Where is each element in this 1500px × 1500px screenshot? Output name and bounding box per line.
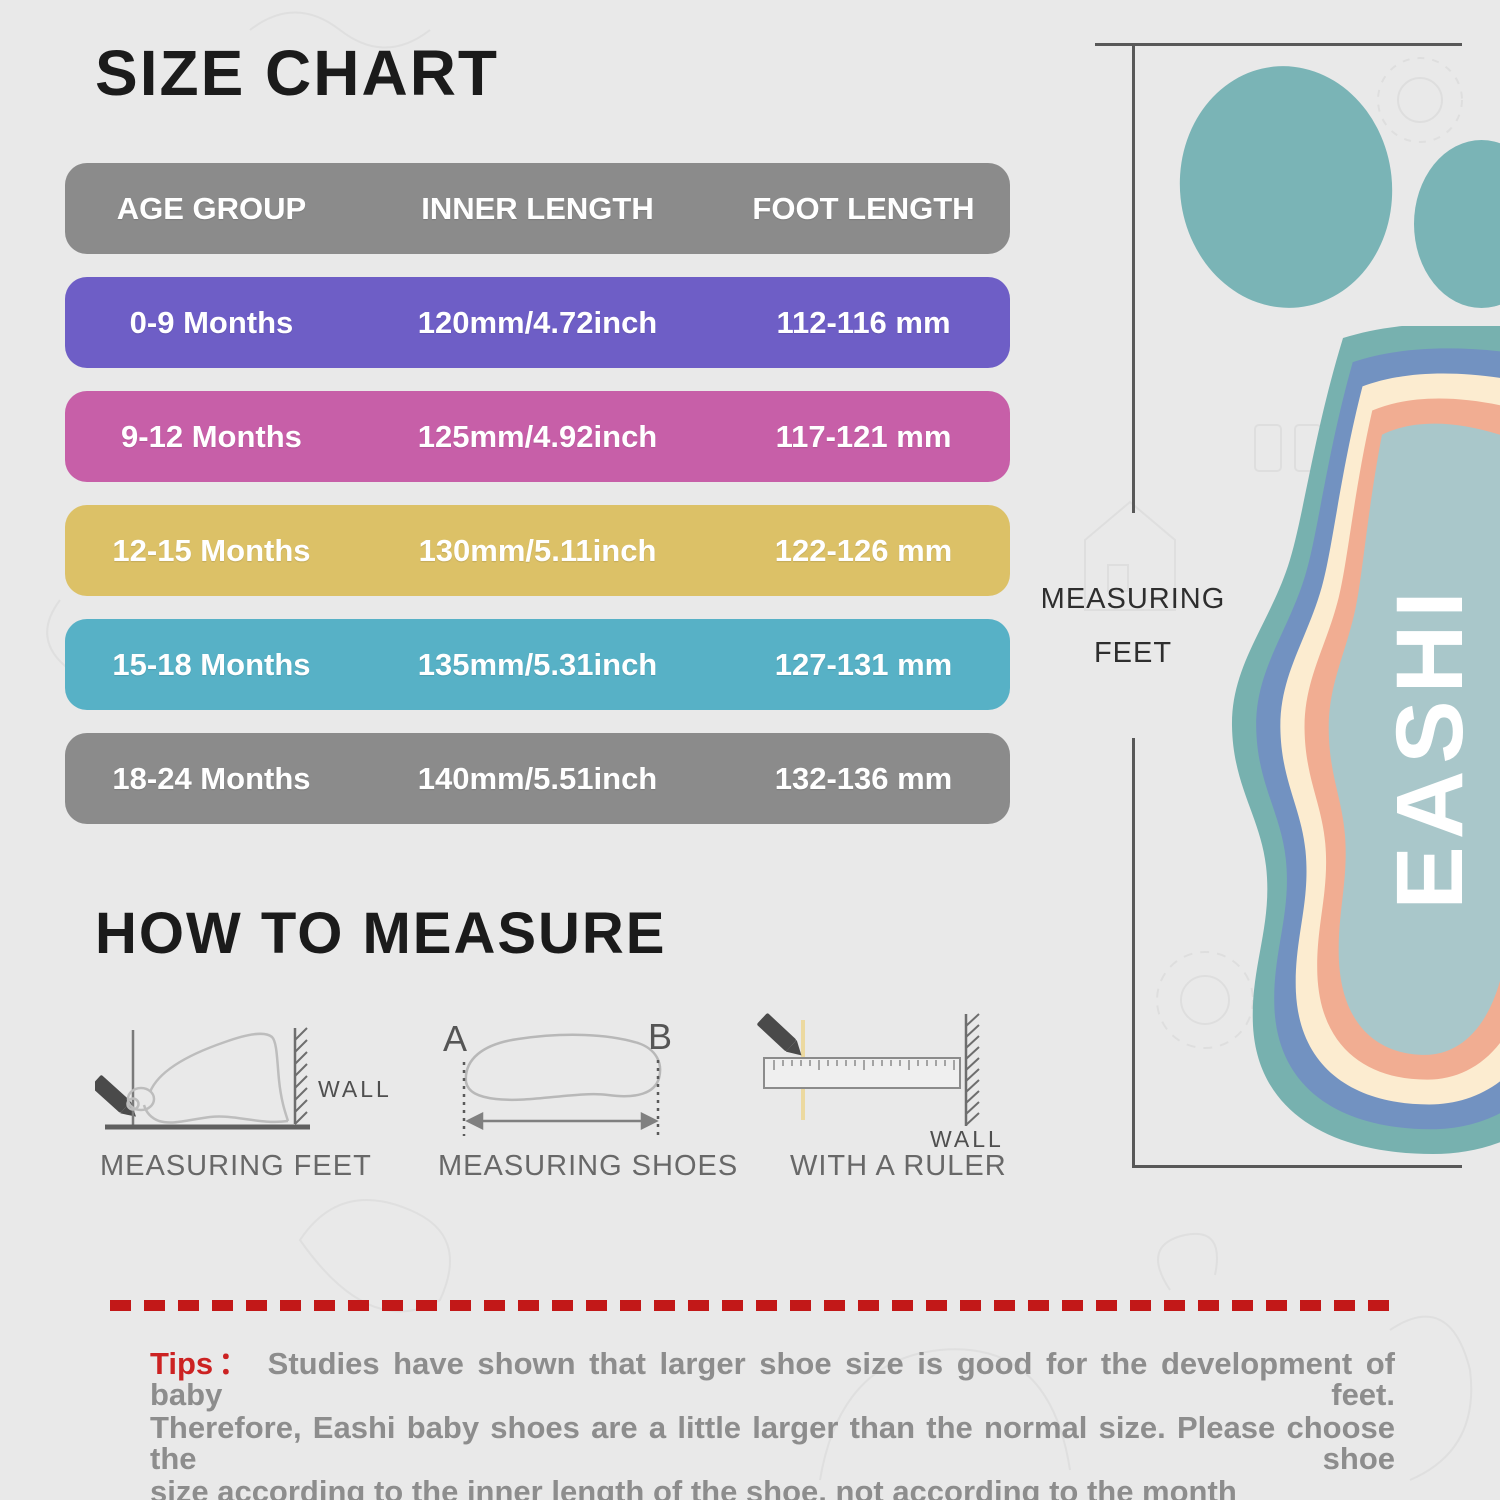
row-foot-cell: 127-131 mm bbox=[774, 646, 953, 682]
wall-hatch bbox=[964, 1013, 980, 1126]
row-foot-cell: 122-126 mm bbox=[774, 532, 953, 568]
bracket-top-line bbox=[1095, 43, 1462, 46]
point-a-label: A bbox=[443, 1018, 468, 1059]
bracket-vertical-line-upper bbox=[1132, 43, 1135, 513]
row-age-cell: 12-15 Months bbox=[112, 532, 311, 568]
bracket-vertical-line-lower bbox=[1132, 738, 1135, 1168]
table-header-row: AGE GROUP INNER LENGTH FOOT LENGTH bbox=[65, 163, 1010, 254]
foot-center bbox=[1328, 423, 1500, 1055]
row-foot-cell: 117-121 mm bbox=[775, 418, 952, 454]
ruler-caption: WITH A RULER bbox=[790, 1150, 1007, 1182]
pencil-icon bbox=[757, 1013, 802, 1056]
table-row: 0-9 Months 120mm/4.72inch 112-116 mm bbox=[65, 277, 1010, 368]
row-age-cell: 18-24 Months bbox=[112, 760, 311, 796]
table-row: 9-12 Months 125mm/4.92inch 117-121 mm bbox=[65, 391, 1010, 482]
ruler-illustration bbox=[757, 1013, 980, 1126]
wall-label: WALL bbox=[318, 1076, 392, 1102]
table-row: 12-15 Months 130mm/5.11inch 122-126 mm bbox=[65, 505, 1010, 596]
row-inner-cell: 140mm/5.51inch bbox=[417, 760, 658, 796]
wall-hatch bbox=[293, 1027, 308, 1125]
row-inner-cell: 135mm/5.31inch bbox=[417, 646, 658, 682]
row-foot-cell: 132-136 mm bbox=[774, 760, 953, 796]
tips-line-2: Therefore, Eashi baby shoes are a little… bbox=[150, 1410, 1395, 1476]
header-cell-inner: INNER LENGTH bbox=[421, 190, 654, 226]
brand-text: EASHI bbox=[1376, 584, 1483, 910]
row-foot-cell: 112-116 mm bbox=[776, 304, 951, 340]
tips-line-3: size according to the inner length of th… bbox=[150, 1474, 1237, 1500]
row-age-cell: 15-18 Months bbox=[112, 646, 311, 682]
footprint-layers bbox=[1231, 326, 1500, 1154]
how-to-measure-title: HOW TO MEASURE bbox=[95, 901, 667, 966]
row-inner-cell: 120mm/4.72inch bbox=[417, 304, 658, 340]
page-title: SIZE CHART bbox=[95, 37, 499, 109]
point-b-label: B bbox=[648, 1016, 673, 1057]
shoe-outline bbox=[464, 1033, 662, 1102]
foot-measure-label-line1: MEASURING bbox=[1040, 583, 1226, 615]
tips-text-1: Studies have shown that larger shoe size… bbox=[150, 1346, 1395, 1412]
measuring-shoes-caption: MEASURING SHOES bbox=[438, 1150, 739, 1182]
row-inner-cell: 125mm/4.92inch bbox=[417, 418, 658, 454]
row-age-cell: 0-9 Months bbox=[129, 304, 294, 340]
wall-label: WALL bbox=[930, 1126, 1004, 1152]
foot-measure-label-line2: FEET bbox=[1093, 637, 1173, 669]
header-cell-age: AGE GROUP bbox=[116, 190, 307, 226]
length-arrow bbox=[465, 1111, 659, 1131]
tips-divider bbox=[110, 1300, 1395, 1311]
ruler bbox=[763, 1057, 961, 1089]
row-age-cell: 9-12 Months bbox=[121, 418, 302, 454]
foot-outline bbox=[126, 1032, 290, 1124]
size-chart-table: AGE GROUP INNER LENGTH FOOT LENGTH 0-9 M… bbox=[65, 163, 1010, 847]
header-cell-foot: FOOT LENGTH bbox=[752, 190, 975, 226]
table-row: 15-18 Months 135mm/5.31inch 127-131 mm bbox=[65, 619, 1010, 710]
row-inner-cell: 130mm/5.11inch bbox=[418, 532, 657, 568]
table-row: 18-24 Months 140mm/5.51inch 132-136 mm bbox=[65, 733, 1010, 824]
measuring-feet-caption: MEASURING FEET bbox=[100, 1150, 372, 1182]
tips-line-1: Tips： Studies have shown that larger sho… bbox=[150, 1348, 1395, 1410]
bracket-bottom-line bbox=[1132, 1165, 1462, 1168]
measuring-feet-illustration bbox=[95, 1027, 310, 1130]
tips-label: Tips： bbox=[150, 1346, 255, 1381]
measuring-shoes-illustration bbox=[462, 1033, 662, 1136]
